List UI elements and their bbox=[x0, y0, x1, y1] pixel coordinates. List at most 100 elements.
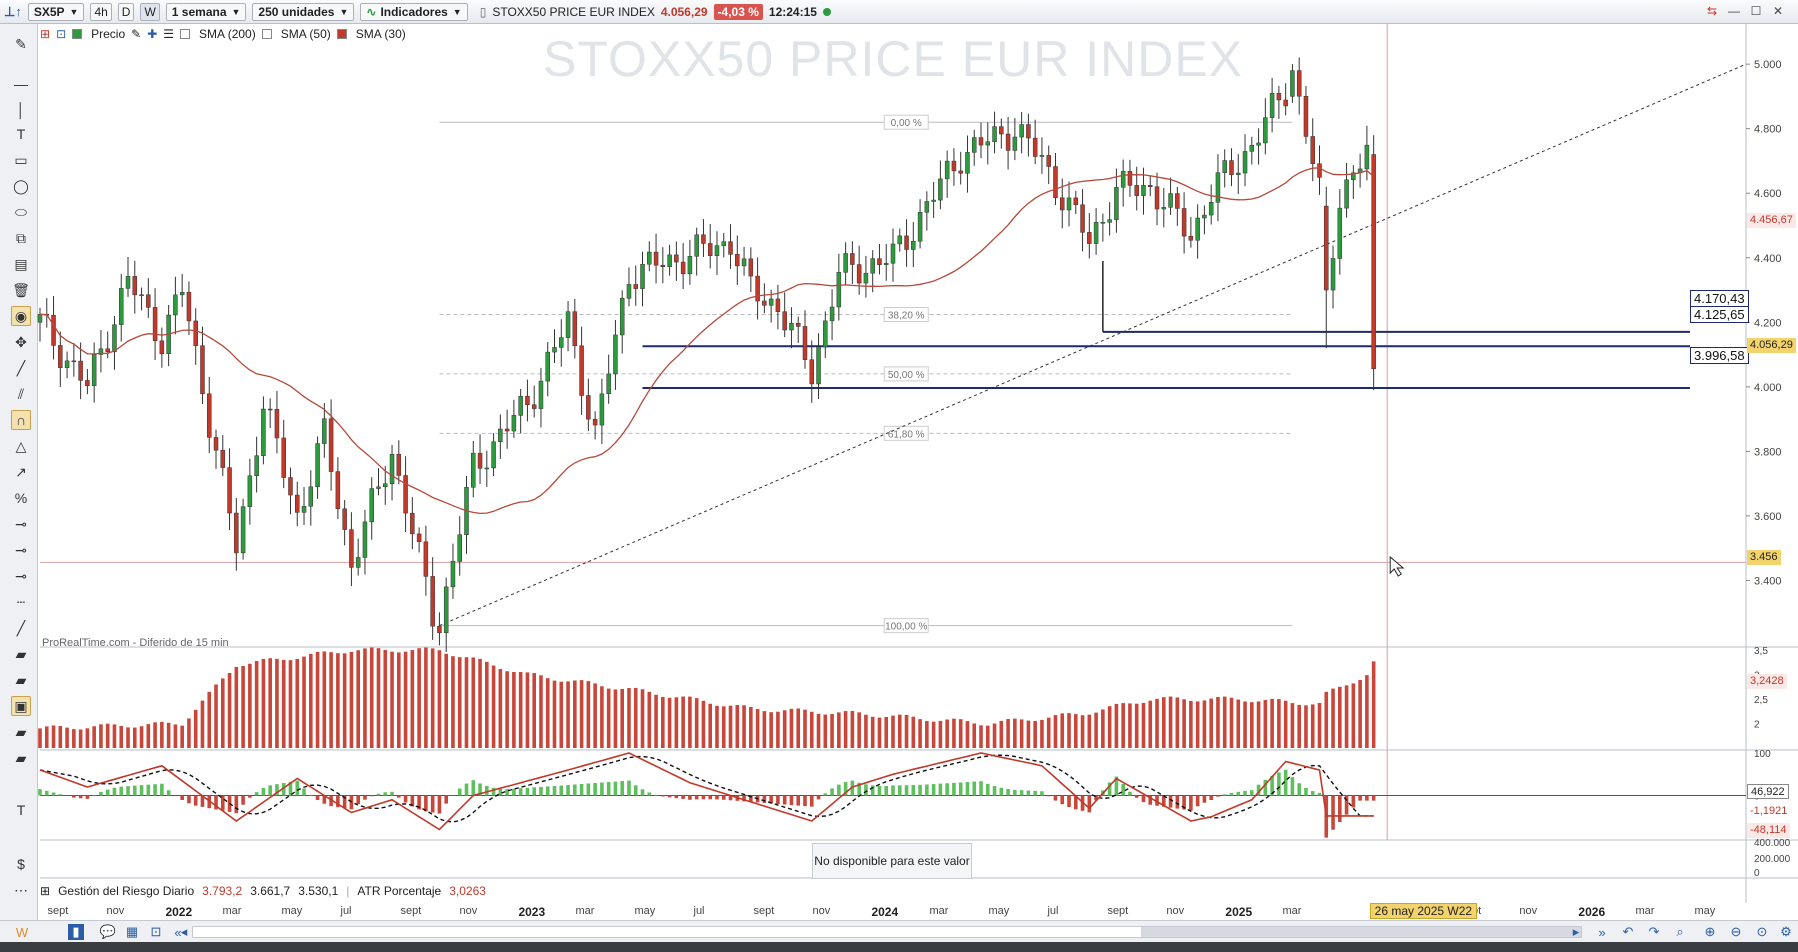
line-tool-icon[interactable]: ╱ bbox=[16, 359, 26, 376]
risk-expand-icon[interactable]: ⊞ bbox=[40, 884, 51, 898]
rectangle-icon[interactable]: ▭ bbox=[14, 151, 28, 168]
atr-bar bbox=[1290, 703, 1295, 748]
zoom-reset-icon[interactable]: ⌕ bbox=[1676, 924, 1684, 939]
atr-bar bbox=[1189, 700, 1193, 748]
candle-body bbox=[112, 324, 117, 353]
scrollbar-thumb[interactable] bbox=[1141, 927, 1581, 937]
candle-body bbox=[613, 334, 618, 375]
arrow-icon[interactable]: ↗ bbox=[15, 463, 27, 480]
window-icon[interactable]: ▮ bbox=[68, 924, 84, 940]
copy-icon[interactable]: ⧉ bbox=[16, 229, 26, 246]
indicators-button[interactable]: ∿ Indicadores ▼ bbox=[360, 2, 468, 21]
ellipse-green-icon[interactable]: ⬭ bbox=[15, 203, 27, 220]
zoom-fit-icon[interactable]: ⊙ bbox=[1756, 924, 1768, 939]
atr-bar bbox=[1338, 686, 1342, 748]
atr-bar bbox=[1250, 702, 1254, 748]
osc-histogram-bar bbox=[667, 795, 672, 798]
divider: | bbox=[346, 884, 350, 898]
hline-green-icon[interactable]: ⊸ bbox=[15, 567, 27, 584]
fibo-icon[interactable]: % bbox=[14, 490, 28, 506]
sync-icon[interactable]: ⇆ bbox=[1706, 4, 1718, 18]
brand-icon[interactable]: W bbox=[15, 924, 29, 940]
atr-bar bbox=[1236, 699, 1241, 748]
vertical-line-icon[interactable]: │ bbox=[16, 102, 26, 118]
text-tool-icon[interactable]: T bbox=[16, 802, 26, 818]
atr-bar bbox=[776, 711, 780, 748]
timeframe-4h-button[interactable]: 4h bbox=[90, 2, 112, 21]
ruler-icon[interactable]: ▰ bbox=[15, 671, 27, 688]
atr-bar bbox=[1080, 715, 1085, 748]
magnet-icon[interactable]: ∩ bbox=[11, 410, 31, 430]
osc-histogram-bar bbox=[1026, 790, 1031, 796]
atr-bar bbox=[694, 698, 699, 748]
scroll-forward-icon[interactable]: » bbox=[1598, 924, 1606, 940]
price-series-label[interactable]: Precio bbox=[91, 27, 126, 41]
paint-icon[interactable]: ▣ bbox=[11, 696, 31, 716]
undo-icon[interactable]: ↶ bbox=[1622, 924, 1634, 939]
trash-icon[interactable]: 🗑 bbox=[12, 281, 30, 298]
atr-bar bbox=[1209, 698, 1213, 748]
units-selector[interactable]: 250 unidades ▼ bbox=[252, 2, 355, 21]
camera-icon[interactable]: ⊡ bbox=[56, 27, 67, 41]
osc-histogram-bar bbox=[1297, 783, 1301, 796]
maximize-icon[interactable]: ☐ bbox=[1750, 4, 1762, 18]
info-icon[interactable]: ▯ bbox=[479, 4, 487, 19]
zoom-out-icon[interactable]: ⊖ bbox=[1730, 924, 1742, 939]
sma30-label[interactable]: SMA (30) bbox=[355, 27, 406, 41]
move-icon[interactable]: ✥ bbox=[15, 333, 27, 350]
minus-icon[interactable]: — bbox=[14, 76, 28, 92]
text-icon[interactable]: T bbox=[16, 126, 26, 142]
settings-icon[interactable]: ⚙ bbox=[1780, 924, 1792, 939]
level-box-s1[interactable]: 3.996,58 bbox=[1690, 347, 1749, 364]
period-selector[interactable]: 1 semana ▼ bbox=[165, 2, 247, 21]
scroll-left-icon[interactable]: ◂ bbox=[180, 924, 188, 939]
ruler-green-icon[interactable]: ▰ bbox=[15, 749, 27, 766]
sma50-label[interactable]: SMA (50) bbox=[280, 27, 331, 41]
more-icon[interactable]: ⋯ bbox=[14, 881, 28, 898]
layout-icon[interactable]: ▦ bbox=[125, 924, 139, 939]
hline-blue-icon[interactable]: ⊸ bbox=[15, 541, 27, 558]
dotted-line-icon[interactable]: ┄ bbox=[16, 593, 26, 610]
document-icon[interactable]: ▤ bbox=[14, 255, 28, 272]
candle-body bbox=[430, 576, 435, 627]
channel-icon[interactable]: ⫽ bbox=[17, 385, 25, 402]
dollar-icon[interactable]: $ bbox=[17, 856, 25, 872]
chart-window-icon[interactable]: ⊡ bbox=[150, 924, 162, 939]
eraser-icon[interactable]: ▰ bbox=[15, 723, 27, 740]
sma200-label[interactable]: SMA (200) bbox=[199, 27, 256, 41]
scroll-back-icon[interactable]: « bbox=[174, 924, 182, 940]
zoom-in-icon[interactable]: ⊕ bbox=[1704, 924, 1716, 939]
level-box-r1[interactable]: 4.170,43 bbox=[1690, 290, 1749, 307]
chart-type-icon[interactable]: ⊥↑ bbox=[4, 3, 22, 19]
timeframe-w-button[interactable]: W bbox=[140, 2, 160, 21]
osc-histogram-bar bbox=[268, 785, 272, 796]
chat-icon[interactable]: 💬 bbox=[99, 924, 117, 939]
add-icon[interactable]: ⊞ bbox=[40, 27, 51, 41]
minimize-icon[interactable]: — bbox=[1728, 4, 1740, 18]
osc-histogram-bar bbox=[153, 784, 157, 796]
hline-red-icon[interactable]: ⊸ bbox=[15, 515, 27, 532]
ellipse-icon[interactable]: ◯ bbox=[13, 177, 29, 194]
redo-icon[interactable]: ↷ bbox=[1648, 924, 1660, 939]
pen-orange-icon[interactable]: ╱ bbox=[16, 619, 26, 636]
eye-icon[interactable]: ◉ bbox=[11, 306, 31, 326]
symbol-selector[interactable]: SX5P ▼ bbox=[27, 2, 85, 21]
list-icon[interactable]: ☰ bbox=[163, 27, 175, 41]
plus-icon[interactable]: ✚ bbox=[147, 27, 158, 41]
scroll-right-icon[interactable]: ▸ bbox=[1572, 924, 1580, 939]
wrench-icon[interactable]: ✎ bbox=[131, 27, 142, 41]
atr-bar bbox=[1351, 683, 1356, 748]
atr-bar bbox=[1304, 705, 1308, 748]
close-icon[interactable]: ✕ bbox=[1772, 4, 1784, 18]
candle-body bbox=[457, 534, 462, 562]
timeframe-d-button[interactable]: D bbox=[117, 2, 135, 21]
horizontal-scrollbar[interactable] bbox=[192, 926, 1582, 938]
ruler-blue-icon[interactable]: ▰ bbox=[15, 645, 27, 662]
atr-bar bbox=[1182, 699, 1186, 748]
risk-label[interactable]: Gestión del Riesgo Diario bbox=[58, 884, 195, 898]
atr-label[interactable]: ATR Porcentaje bbox=[357, 884, 442, 898]
pencil-icon[interactable]: ✎ bbox=[15, 35, 27, 52]
triangle-icon[interactable]: △ bbox=[15, 437, 27, 454]
level-box-r2[interactable]: 4.125,65 bbox=[1690, 306, 1749, 323]
